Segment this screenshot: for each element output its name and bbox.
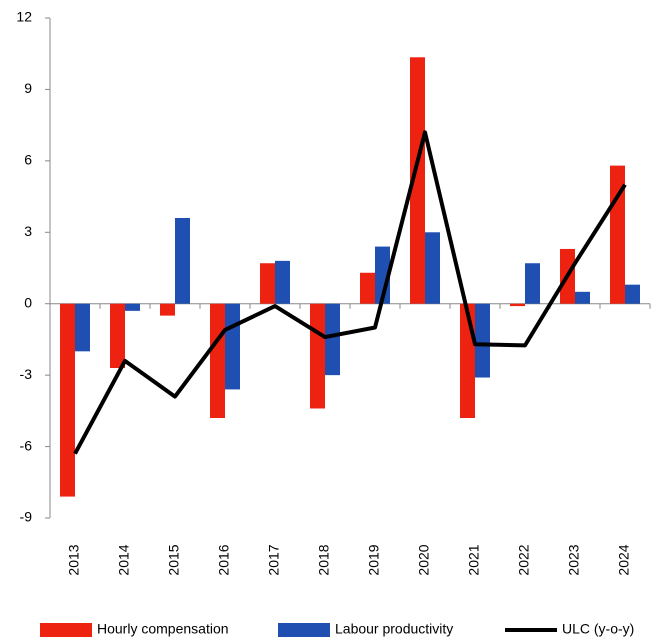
- y-tick-label: 9: [24, 80, 32, 96]
- legend-swatch: [40, 623, 92, 637]
- legend-label: Labour productivity: [335, 621, 453, 637]
- bar: [575, 291, 590, 304]
- bar: [510, 303, 525, 307]
- bar: [60, 303, 75, 497]
- x-tick-label: 2021: [466, 544, 482, 575]
- y-tick-label: -9: [20, 509, 33, 525]
- x-tick-label: 2015: [166, 544, 182, 575]
- bar: [475, 303, 490, 378]
- x-tick-label: 2020: [416, 544, 432, 575]
- x-tick-label: 2016: [216, 544, 232, 575]
- bar: [410, 57, 425, 304]
- bar: [525, 263, 540, 304]
- bar: [425, 232, 440, 304]
- legend-swatch: [278, 623, 330, 637]
- x-tick-label: 2017: [266, 544, 282, 575]
- x-tick-label: 2013: [66, 544, 82, 575]
- x-tick-label: 2018: [316, 544, 332, 575]
- bar: [360, 272, 375, 304]
- bar: [125, 303, 140, 311]
- y-tick-label: 6: [24, 152, 32, 168]
- x-tick-label: 2022: [516, 544, 532, 575]
- x-tick-label: 2014: [116, 544, 132, 575]
- bar: [260, 263, 275, 304]
- y-tick-label: 0: [24, 294, 32, 310]
- bar: [75, 303, 90, 352]
- legend-label: Hourly compensation: [97, 621, 229, 637]
- bar: [325, 303, 340, 376]
- x-tick-label: 2023: [566, 544, 582, 575]
- bar: [275, 260, 290, 304]
- bar: [110, 303, 125, 368]
- x-tick-label: 2019: [366, 544, 382, 575]
- line: [73, 130, 627, 455]
- bar: [175, 218, 190, 304]
- bar: [625, 284, 640, 304]
- y-tick-label: -6: [20, 437, 33, 453]
- bar: [160, 303, 175, 316]
- bar: [210, 303, 225, 418]
- legend-label: ULC (y-o-y): [562, 621, 634, 637]
- y-tick-label: 12: [16, 9, 32, 25]
- y-tick-label: -3: [20, 366, 33, 382]
- bar: [225, 303, 240, 390]
- y-tick-label: 3: [24, 223, 32, 239]
- x-tick-label: 2024: [616, 544, 632, 575]
- bar: [310, 303, 325, 409]
